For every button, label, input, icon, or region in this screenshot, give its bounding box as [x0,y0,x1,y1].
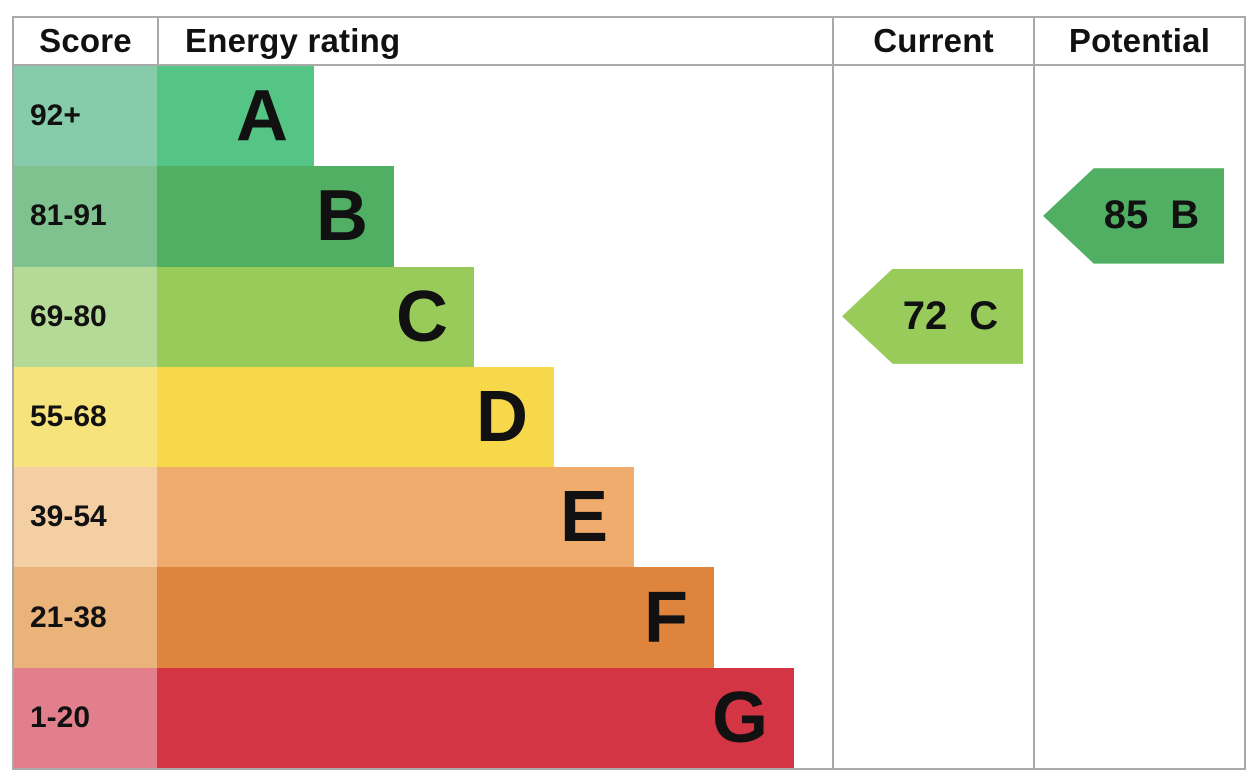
score-label-g: 1-20 [30,700,91,734]
potential-cell-c [1033,266,1244,367]
score-cell-f: 21-38 [14,567,157,668]
rating-col-b: B [157,166,832,267]
current-cell-f [832,567,1033,668]
current-cell-a [832,66,1033,167]
band-letter-g: G [711,677,768,758]
rating-col-c: C [157,266,832,367]
band-row-c: 69-80 C [14,266,1244,367]
score-label-a: 92+ [30,99,81,133]
current-cell-b [832,166,1033,267]
rating-col-g: G [157,667,832,768]
header-energy-rating: Energy rating [157,18,832,64]
header-current-label: Current [873,22,994,59]
rating-col-d: D [157,366,832,468]
header-potential: Potential [1033,18,1244,64]
band-row-d: 55-68 D [14,366,1244,468]
band-letter-f: F [644,577,688,658]
current-rating-value: 72 [902,293,948,338]
band-row-b: 81-91 B [14,166,1244,267]
band-letter-e: E [559,477,608,558]
potential-cell-e [1033,467,1244,568]
rating-bar-b: B [157,166,394,267]
score-label-d: 55-68 [30,399,107,433]
potential-cell-g [1033,667,1244,768]
potential-rating-band: B [1170,193,1200,238]
band-letter-a: A [236,76,288,157]
score-label-e: 39-54 [30,500,107,534]
potential-cell-b [1033,166,1244,267]
header-potential-label: Potential [1068,22,1211,59]
header-row: Score Energy rating Current Potential [14,18,1244,66]
rating-bar-c: C [157,266,474,367]
rating-bar-d: D [157,366,554,468]
potential-cell-a [1033,66,1244,167]
score-label-c: 69-80 [30,299,107,333]
score-cell-a: 92+ [14,66,157,167]
current-cell-e [832,467,1033,568]
header-current: Current [832,18,1033,64]
current-cell-d [832,366,1033,468]
header-score: Score [14,18,157,64]
header-score-label: Score [39,22,132,59]
current-cell-g [832,667,1033,768]
band-row-a: 92+ A [14,66,1244,167]
band-row-g: 1-20 G [14,667,1244,768]
epc-rating-chart: Score Energy rating Current Potential 92… [12,16,1246,770]
rating-bar-a: A [157,66,314,167]
rating-bar-e: E [157,467,634,568]
score-cell-d: 55-68 [14,366,157,468]
potential-rating-value: 85 [1103,193,1149,238]
rating-col-a: A [157,66,832,167]
score-label-f: 21-38 [30,600,107,634]
score-cell-b: 81-91 [14,166,157,267]
rating-col-e: E [157,467,832,568]
current-cell-c [832,266,1033,367]
current-rating-band: C [969,293,999,338]
band-letter-b: B [316,176,368,257]
score-cell-c: 69-80 [14,266,157,367]
band-row-f: 21-38 F [14,567,1244,668]
rating-col-f: F [157,567,832,668]
band-row-e: 39-54 E [14,467,1244,568]
rating-bar-f: F [157,567,714,668]
score-label-b: 81-91 [30,199,107,233]
potential-cell-d [1033,366,1244,468]
rating-bar-g: G [157,667,794,768]
band-letter-c: C [396,276,448,357]
score-cell-e: 39-54 [14,467,157,568]
score-cell-g: 1-20 [14,667,157,768]
potential-cell-f [1033,567,1244,668]
band-letter-d: D [476,376,528,457]
header-energy-rating-label: Energy rating [185,22,401,59]
chart-body: 92+ A 81-91 B 69-80 C 55-68 D 39-54 E [14,66,1244,768]
